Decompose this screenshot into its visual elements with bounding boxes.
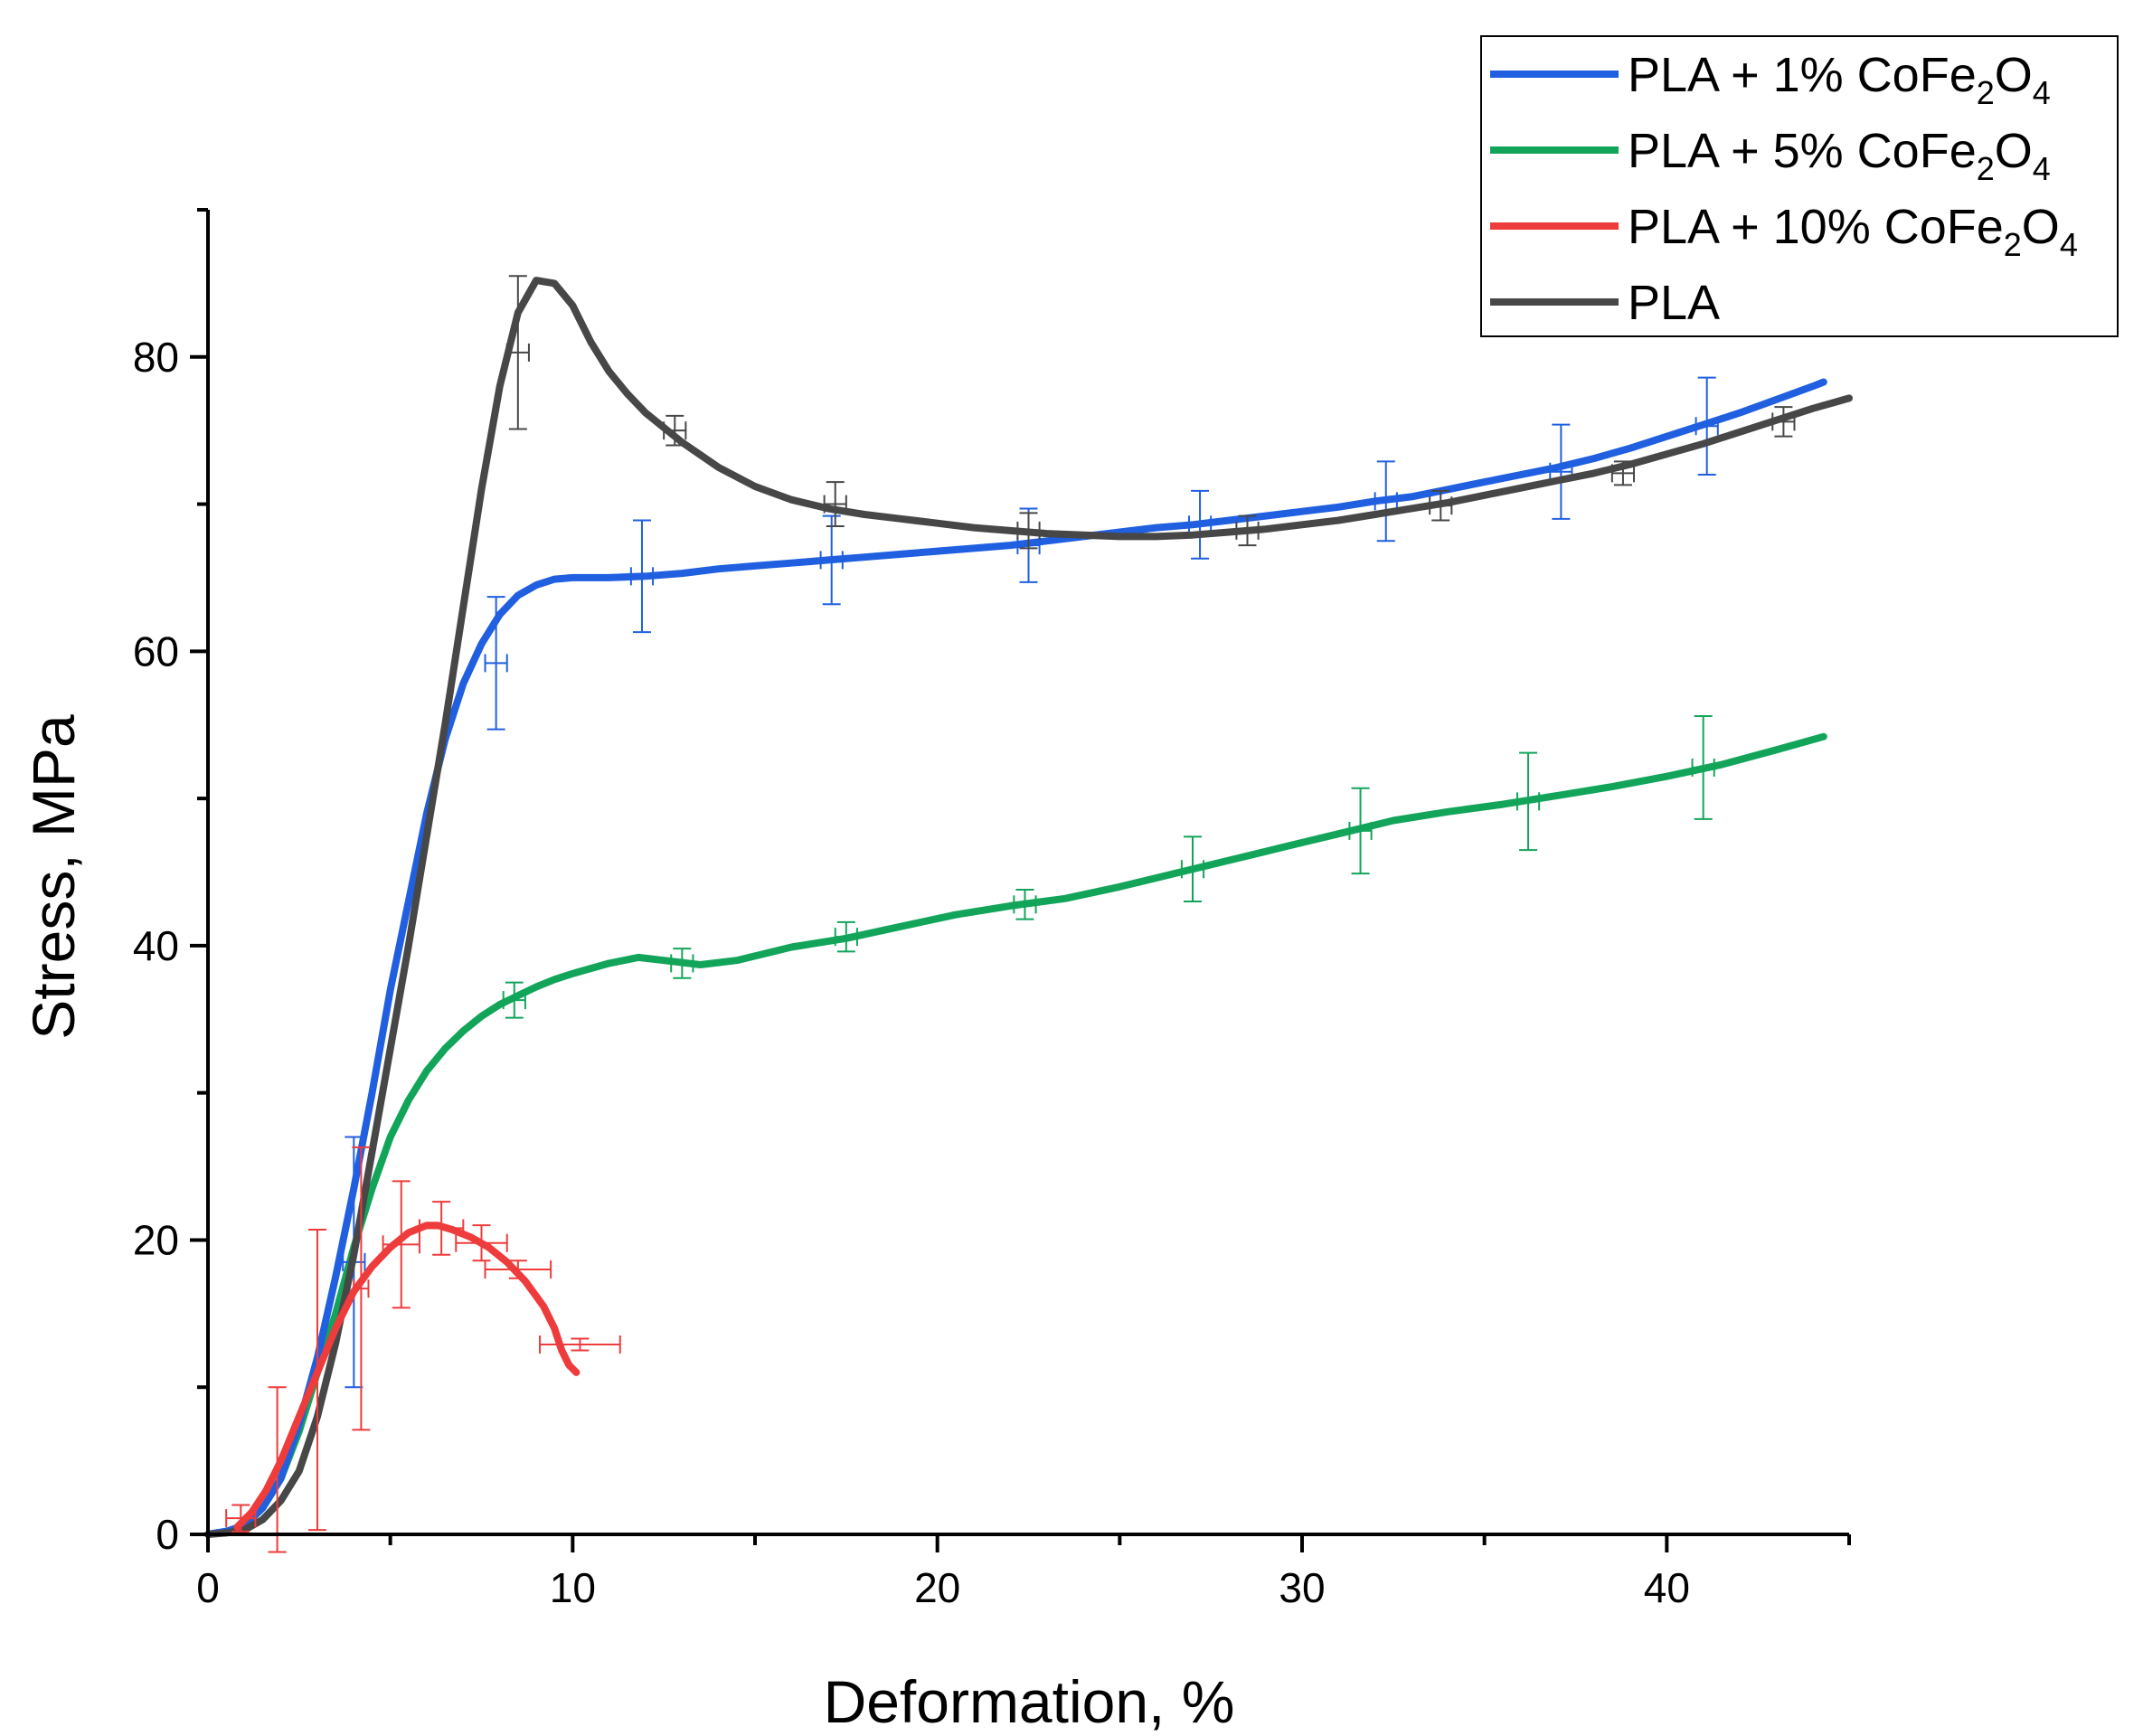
series-0 (204, 376, 1827, 1538)
x-tick-label: 40 (1644, 1564, 1690, 1611)
y-tick-label: 60 (133, 627, 179, 675)
y-tick-label: 20 (133, 1216, 179, 1263)
error-bar (352, 1146, 371, 1431)
x-tick-label: 30 (1279, 1564, 1325, 1611)
legend-label: PLA + 1% CoFe2O4 (1628, 48, 2051, 111)
series-line (204, 277, 1853, 1538)
legend: PLA + 1% CoFe2O4 PLA + 5% CoFe2O4 PLA + 10… (1480, 35, 2119, 337)
y-axis-title: Stress, MPa (20, 714, 87, 1040)
series-layer (204, 275, 1853, 1553)
legend-box (1480, 35, 2119, 337)
series-line (204, 378, 1827, 1538)
error-bar (539, 1335, 621, 1354)
legend-entry: PLA + 5% CoFe2O4 (1490, 124, 2051, 187)
series-3 (204, 275, 1853, 1538)
legend-entry: PLA + 1% CoFe2O4 (1490, 48, 2051, 111)
series-1 (204, 714, 1827, 1538)
ticks-layer: 0 10 20 30 40 0 20 40 60 80 (133, 208, 1851, 1611)
error-bar (225, 1504, 257, 1533)
series-2 (225, 1146, 621, 1553)
legend-entry: PLA (1490, 276, 1720, 330)
series-line (233, 1222, 581, 1531)
legend-label: PLA + 10% CoFe2O4 (1628, 200, 2078, 263)
series-line (204, 732, 1827, 1538)
legend-label: PLA + 5% CoFe2O4 (1628, 124, 2051, 187)
x-axis-title: Deformation, % (824, 1668, 1235, 1735)
x-tick-label: 20 (914, 1564, 960, 1611)
axes (206, 210, 1849, 1536)
x-tick-label: 10 (550, 1564, 596, 1611)
error-bar (823, 481, 847, 527)
y-tick-label: 40 (133, 922, 179, 969)
legend-label: PLA (1628, 276, 1720, 330)
y-tick-label: 80 (133, 334, 179, 381)
y-tick-label: 0 (156, 1511, 179, 1558)
x-tick-label: 0 (196, 1564, 220, 1611)
legend-entry: PLA + 10% CoFe2O4 (1490, 200, 2078, 263)
